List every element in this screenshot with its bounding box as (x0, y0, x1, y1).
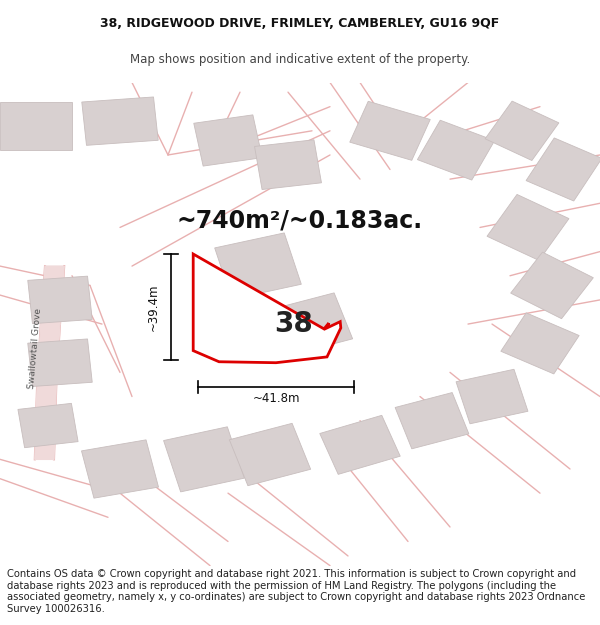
Polygon shape (395, 392, 469, 449)
Polygon shape (37, 353, 58, 382)
Polygon shape (164, 427, 244, 492)
Polygon shape (487, 194, 569, 261)
Polygon shape (254, 140, 322, 189)
Polygon shape (320, 416, 400, 474)
Polygon shape (43, 266, 64, 295)
Polygon shape (41, 295, 62, 324)
Polygon shape (485, 101, 559, 161)
Text: ~740m²/~0.183ac.: ~740m²/~0.183ac. (177, 208, 423, 232)
Text: Contains OS data © Crown copyright and database right 2021. This information is : Contains OS data © Crown copyright and d… (7, 569, 586, 614)
Polygon shape (193, 254, 341, 362)
Text: ~41.8m: ~41.8m (252, 392, 300, 406)
Polygon shape (526, 138, 600, 201)
Polygon shape (511, 252, 593, 319)
Polygon shape (271, 293, 353, 355)
Polygon shape (418, 120, 494, 180)
Polygon shape (456, 369, 528, 424)
Polygon shape (39, 324, 60, 353)
Polygon shape (18, 403, 78, 448)
Text: Swallowtail Grove: Swallowtail Grove (27, 308, 43, 389)
Polygon shape (82, 97, 158, 146)
Text: Map shows position and indicative extent of the property.: Map shows position and indicative extent… (130, 53, 470, 66)
Text: 38, RIDGEWOOD DRIVE, FRIMLEY, CAMBERLEY, GU16 9QF: 38, RIDGEWOOD DRIVE, FRIMLEY, CAMBERLEY,… (100, 17, 500, 29)
Polygon shape (229, 423, 311, 486)
Polygon shape (28, 276, 92, 324)
Polygon shape (28, 339, 92, 386)
Polygon shape (36, 382, 56, 421)
Polygon shape (35, 421, 55, 459)
Text: ~39.4m: ~39.4m (146, 283, 160, 331)
Text: 38: 38 (275, 310, 313, 338)
Polygon shape (82, 440, 158, 498)
Polygon shape (215, 233, 301, 299)
Polygon shape (350, 101, 430, 161)
Polygon shape (501, 313, 579, 374)
Polygon shape (0, 102, 72, 150)
Polygon shape (194, 115, 262, 166)
